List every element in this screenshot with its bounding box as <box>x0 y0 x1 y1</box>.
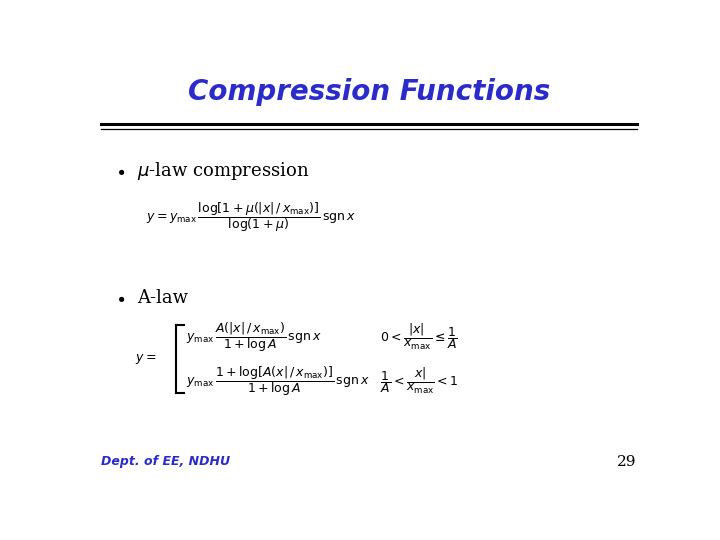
Text: Dept. of EE, NDHU: Dept. of EE, NDHU <box>101 455 230 468</box>
Text: $\mu$-law compression: $\mu$-law compression <box>138 160 310 182</box>
Text: 29: 29 <box>617 455 637 469</box>
Text: $0<\dfrac{|x|}{x_{\mathrm{max}}}\leq\dfrac{1}{A}$: $0<\dfrac{|x|}{x_{\mathrm{max}}}\leq\dfr… <box>380 322 458 352</box>
Text: $y = y_{\mathrm{max}}\,\dfrac{\log[1+\mu(|x|\,/\,x_{\mathrm{max}})]}{\log(1+\mu): $y = y_{\mathrm{max}}\,\dfrac{\log[1+\mu… <box>145 200 356 233</box>
Text: $y_{\mathrm{max}}\,\dfrac{1+\log[A(x|\,/\,x_{\mathrm{max}})]}{1+\log A}\,\mathrm: $y_{\mathrm{max}}\,\dfrac{1+\log[A(x|\,/… <box>186 364 370 398</box>
Text: $\bullet$: $\bullet$ <box>115 289 125 307</box>
Text: A-law: A-law <box>138 289 189 307</box>
Text: $y_{\mathrm{max}}\,\dfrac{A(|x|\,/\,x_{\mathrm{max}})}{1+\log A}\,\mathrm{sgn}\,: $y_{\mathrm{max}}\,\dfrac{A(|x|\,/\,x_{\… <box>186 320 322 354</box>
Text: Compression Functions: Compression Functions <box>188 78 550 106</box>
Text: $\dfrac{1}{A}<\dfrac{x|}{x_{\mathrm{max}}}<1$: $\dfrac{1}{A}<\dfrac{x|}{x_{\mathrm{max}… <box>380 366 459 396</box>
Text: $y=$: $y=$ <box>135 352 156 366</box>
Text: $\bullet$: $\bullet$ <box>115 162 125 180</box>
